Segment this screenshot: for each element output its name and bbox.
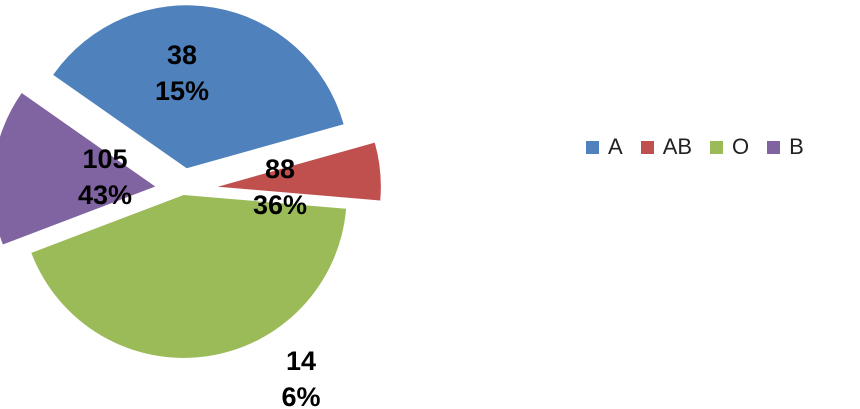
legend-item-b: B (767, 134, 804, 160)
data-label-percent-a: 36% (253, 190, 307, 220)
legend-item-o: O (710, 134, 749, 160)
legend-swatch-a (586, 140, 599, 154)
data-label-value-ab: 14 (286, 346, 316, 376)
data-label-value-a: 88 (265, 154, 295, 184)
legend-label-ab: AB (662, 134, 693, 159)
pie-slice-b (0, 93, 156, 245)
data-label-percent-o: 43% (78, 180, 132, 210)
legend-swatch-ab (640, 140, 654, 154)
pie-slice-a (53, 5, 344, 169)
data-label-value-o: 105 (82, 144, 127, 174)
legend-item-a: A (586, 134, 623, 160)
legend-label-o: O (732, 134, 750, 159)
legend-swatch-b (767, 140, 781, 154)
legend-item-ab: AB (640, 134, 693, 160)
data-label-percent-b: 15% (155, 76, 209, 106)
chart-legend: A AB O B (586, 134, 822, 160)
pie-slice-o (31, 194, 347, 358)
data-label-value-b: 38 (167, 40, 197, 70)
pie-slice-ab (217, 142, 381, 201)
legend-label-b: B (789, 134, 804, 159)
data-label-percent-ab: 6% (281, 382, 320, 409)
legend-label-a: A (608, 134, 623, 159)
legend-swatch-o (710, 140, 724, 154)
